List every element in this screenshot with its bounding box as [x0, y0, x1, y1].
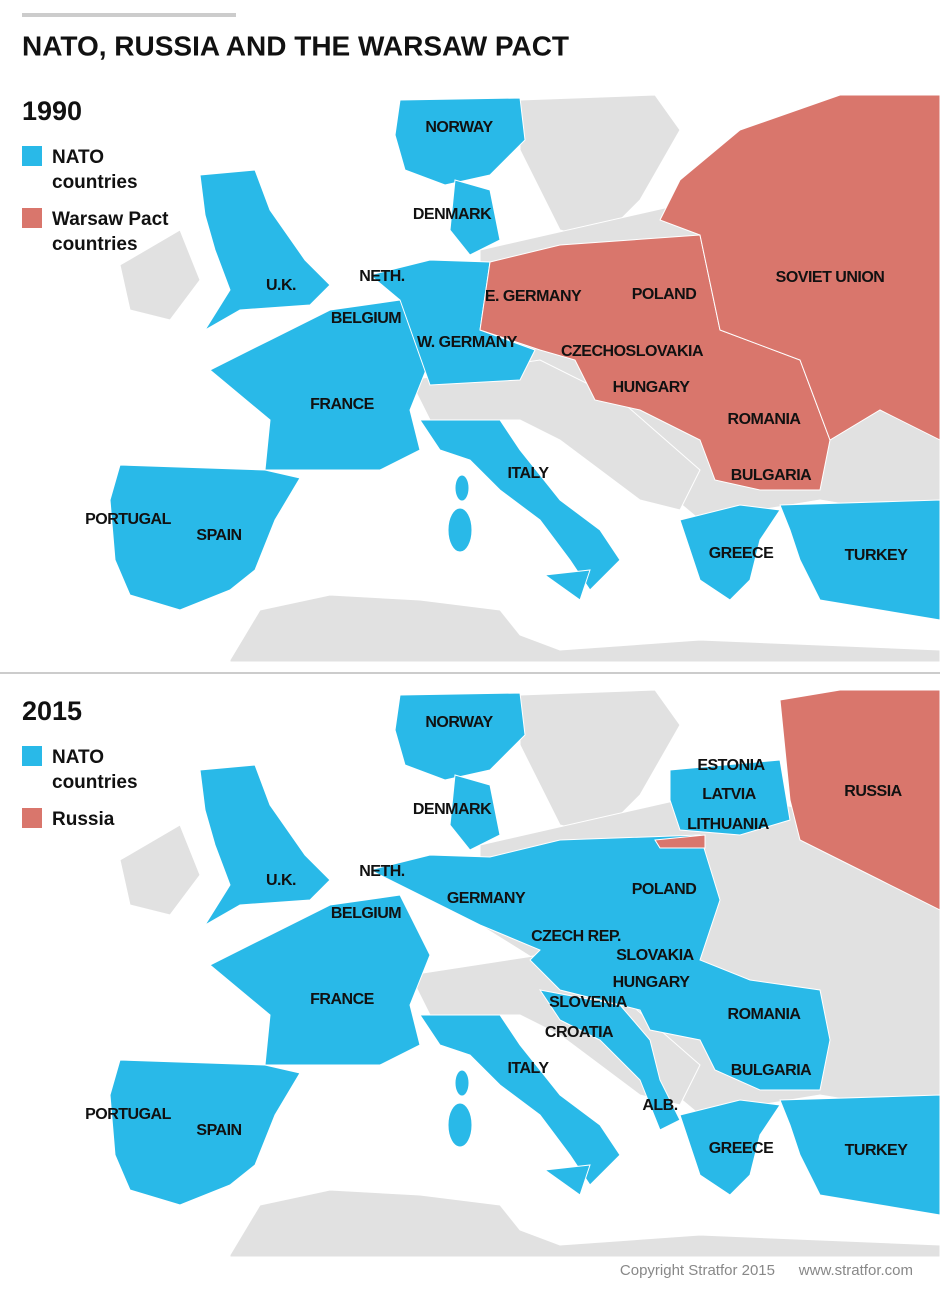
country-label: GERMANY	[447, 890, 526, 907]
legend-item: NATO countries	[22, 745, 202, 795]
country-label: FRANCE	[310, 396, 374, 413]
country-label: ALB.	[642, 1097, 677, 1114]
top-rule	[22, 13, 236, 17]
legend-item: Warsaw Pact countries	[22, 207, 202, 257]
legend-item: NATO countries	[22, 145, 202, 195]
country-label: SPAIN	[196, 1122, 241, 1139]
country-label: E. GERMANY	[485, 288, 582, 305]
country-label: NETH.	[359, 268, 405, 285]
country-label: DENMARK	[413, 801, 492, 818]
country-label: U.K.	[266, 277, 296, 294]
legend-swatch	[22, 808, 42, 828]
country-label: BULGARIA	[731, 1062, 812, 1079]
country-label: ROMANIA	[728, 1006, 802, 1023]
country-label: BULGARIA	[731, 467, 812, 484]
country-label: NORWAY	[425, 119, 493, 136]
legend-label: NATO countries	[52, 747, 138, 793]
country-label: LATVIA	[702, 786, 757, 803]
country-label: NETH.	[359, 863, 405, 880]
country-label: POLAND	[632, 881, 697, 898]
country-label: BELGIUM	[331, 905, 401, 922]
country-label: SLOVENIA	[549, 994, 628, 1011]
year: 2015	[22, 696, 83, 726]
title: NATO, RUSSIA AND THE WARSAW PACT	[22, 30, 569, 61]
url: www.stratfor.com	[798, 1262, 913, 1279]
country-label: TURKEY	[845, 1142, 909, 1159]
country-label: PORTUGAL	[85, 511, 172, 528]
country-label: SPAIN	[196, 527, 241, 544]
country-label: TURKEY	[845, 547, 909, 564]
country-label: ESTONIA	[697, 757, 765, 774]
country-label: DENMARK	[413, 206, 492, 223]
country-label: POLAND	[632, 286, 697, 303]
country-label: ROMANIA	[728, 411, 802, 428]
country-label: HUNGARY	[613, 974, 691, 991]
country-label: RUSSIA	[844, 783, 902, 800]
legend-swatch	[22, 208, 42, 228]
country-label: ITALY	[507, 465, 549, 482]
country-label: BELGIUM	[331, 310, 401, 327]
legend-label: NATO countries	[52, 147, 138, 193]
country-label: W. GERMANY	[417, 334, 518, 351]
country-label: CROATIA	[545, 1024, 614, 1041]
country-label: FRANCE	[310, 991, 374, 1008]
year: 1990	[22, 96, 83, 126]
country-label: ITALY	[507, 1060, 549, 1077]
legend-swatch	[22, 146, 42, 166]
legend-label: Warsaw Pact countries	[52, 209, 169, 255]
legend-item: Russia	[22, 807, 202, 832]
country-label: GREECE	[709, 545, 774, 562]
legend: NATO countries Warsaw Pact countries	[22, 145, 202, 269]
country-label: LITHUANIA	[687, 816, 770, 833]
map-2015	[109, 689, 940, 1258]
copyright: Copyright Stratfor 2015	[620, 1262, 775, 1279]
legend-swatch	[22, 746, 42, 766]
country-label: CZECHOSLOVAKIA	[561, 343, 704, 360]
country-label: SLOVAKIA	[616, 947, 694, 964]
country-label: PORTUGAL	[85, 1106, 172, 1123]
country-label: U.K.	[266, 872, 296, 889]
country-label: GREECE	[709, 1140, 774, 1157]
legend: NATO countries Russia	[22, 745, 202, 844]
country-label: CZECH REP.	[531, 928, 621, 945]
country-label: HUNGARY	[613, 379, 691, 396]
country-label: NORWAY	[425, 714, 493, 731]
country-label: SOVIET UNION	[776, 269, 885, 286]
map-1990	[109, 94, 940, 663]
legend-label: Russia	[52, 809, 115, 830]
